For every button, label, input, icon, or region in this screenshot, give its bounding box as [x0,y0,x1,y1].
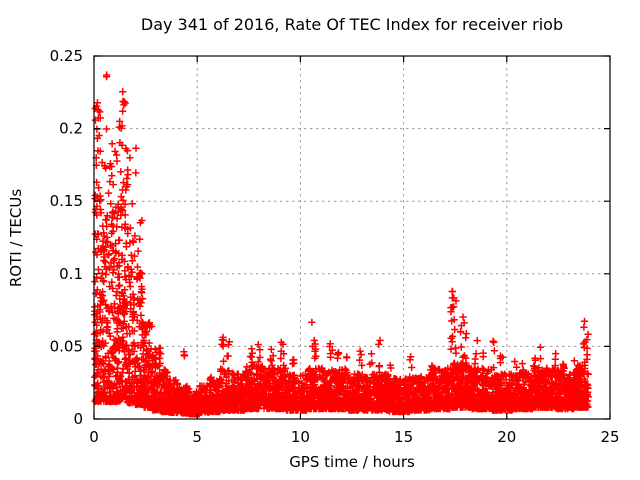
gridlines [94,56,610,419]
x-tick-label: 20 [497,428,516,446]
x-tick-label: 15 [394,428,413,446]
y-tick-label: 0.2 [59,120,83,138]
axis-ticks [93,55,611,420]
x-tick-label: 10 [291,428,310,446]
y-tick-label: 0.25 [50,47,83,65]
x-tick-label: 0 [89,428,99,446]
data-points [90,71,592,418]
x-axis-label: GPS time / hours [289,453,415,471]
y-tick-label: 0.15 [50,192,83,210]
y-tick-label: 0.05 [50,337,83,355]
x-tick-label: 25 [600,428,619,446]
y-tick-label: 0.1 [59,265,83,283]
y-tick-label: 0 [73,410,83,428]
chart-title: Day 341 of 2016, Rate Of TEC Index for r… [140,15,564,34]
plot-border [93,55,611,420]
x-tick-label: 5 [192,428,202,446]
